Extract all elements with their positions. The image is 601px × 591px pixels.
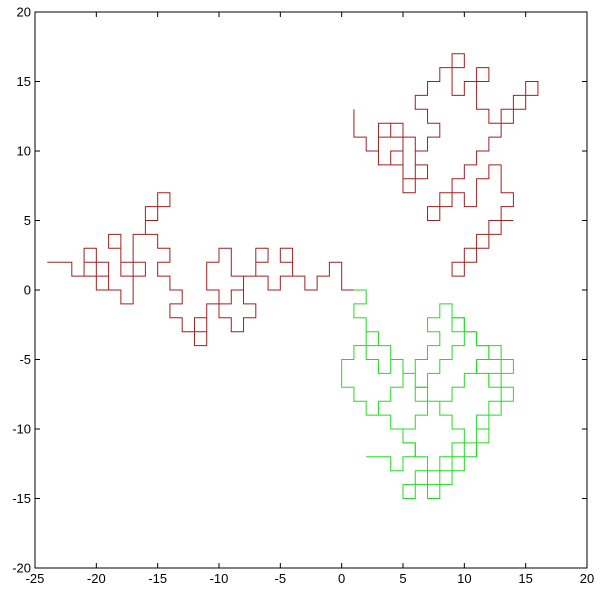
y-tick-label: 0 bbox=[24, 283, 31, 298]
y-tick-label: -5 bbox=[19, 352, 31, 367]
y-tick-label: -15 bbox=[12, 491, 31, 506]
x-tick-label: 0 bbox=[338, 571, 345, 586]
y-tick-label: 10 bbox=[17, 144, 31, 159]
y-tick-label: 5 bbox=[24, 213, 31, 228]
x-tick-label: -5 bbox=[275, 571, 287, 586]
y-tick-label: 20 bbox=[17, 5, 31, 20]
y-tick-label: 15 bbox=[17, 74, 31, 89]
x-tick-labels: -25 -20 -15 -10 -5 0 5 10 15 20 bbox=[26, 571, 595, 586]
x-tick-label: 20 bbox=[580, 571, 594, 586]
y-tick-label: -20 bbox=[12, 561, 31, 576]
x-tick-label: -10 bbox=[210, 571, 229, 586]
x-tick-label: 5 bbox=[399, 571, 406, 586]
x-tick-label: 10 bbox=[457, 571, 471, 586]
x-tick-label: 15 bbox=[518, 571, 532, 586]
series-line-1 bbox=[47, 192, 354, 347]
y-tick-label: -10 bbox=[12, 422, 31, 437]
series-line-2 bbox=[353, 53, 539, 277]
y-tick-labels: -20 -15 -10 -5 0 5 10 15 20 bbox=[12, 5, 31, 576]
tick-layer bbox=[34, 11, 588, 569]
x-tick-label: -25 bbox=[26, 571, 45, 586]
series-layer bbox=[47, 53, 539, 499]
x-tick-label: -15 bbox=[148, 571, 167, 586]
x-tick-label: -20 bbox=[87, 571, 106, 586]
series-line-4 bbox=[366, 317, 502, 472]
